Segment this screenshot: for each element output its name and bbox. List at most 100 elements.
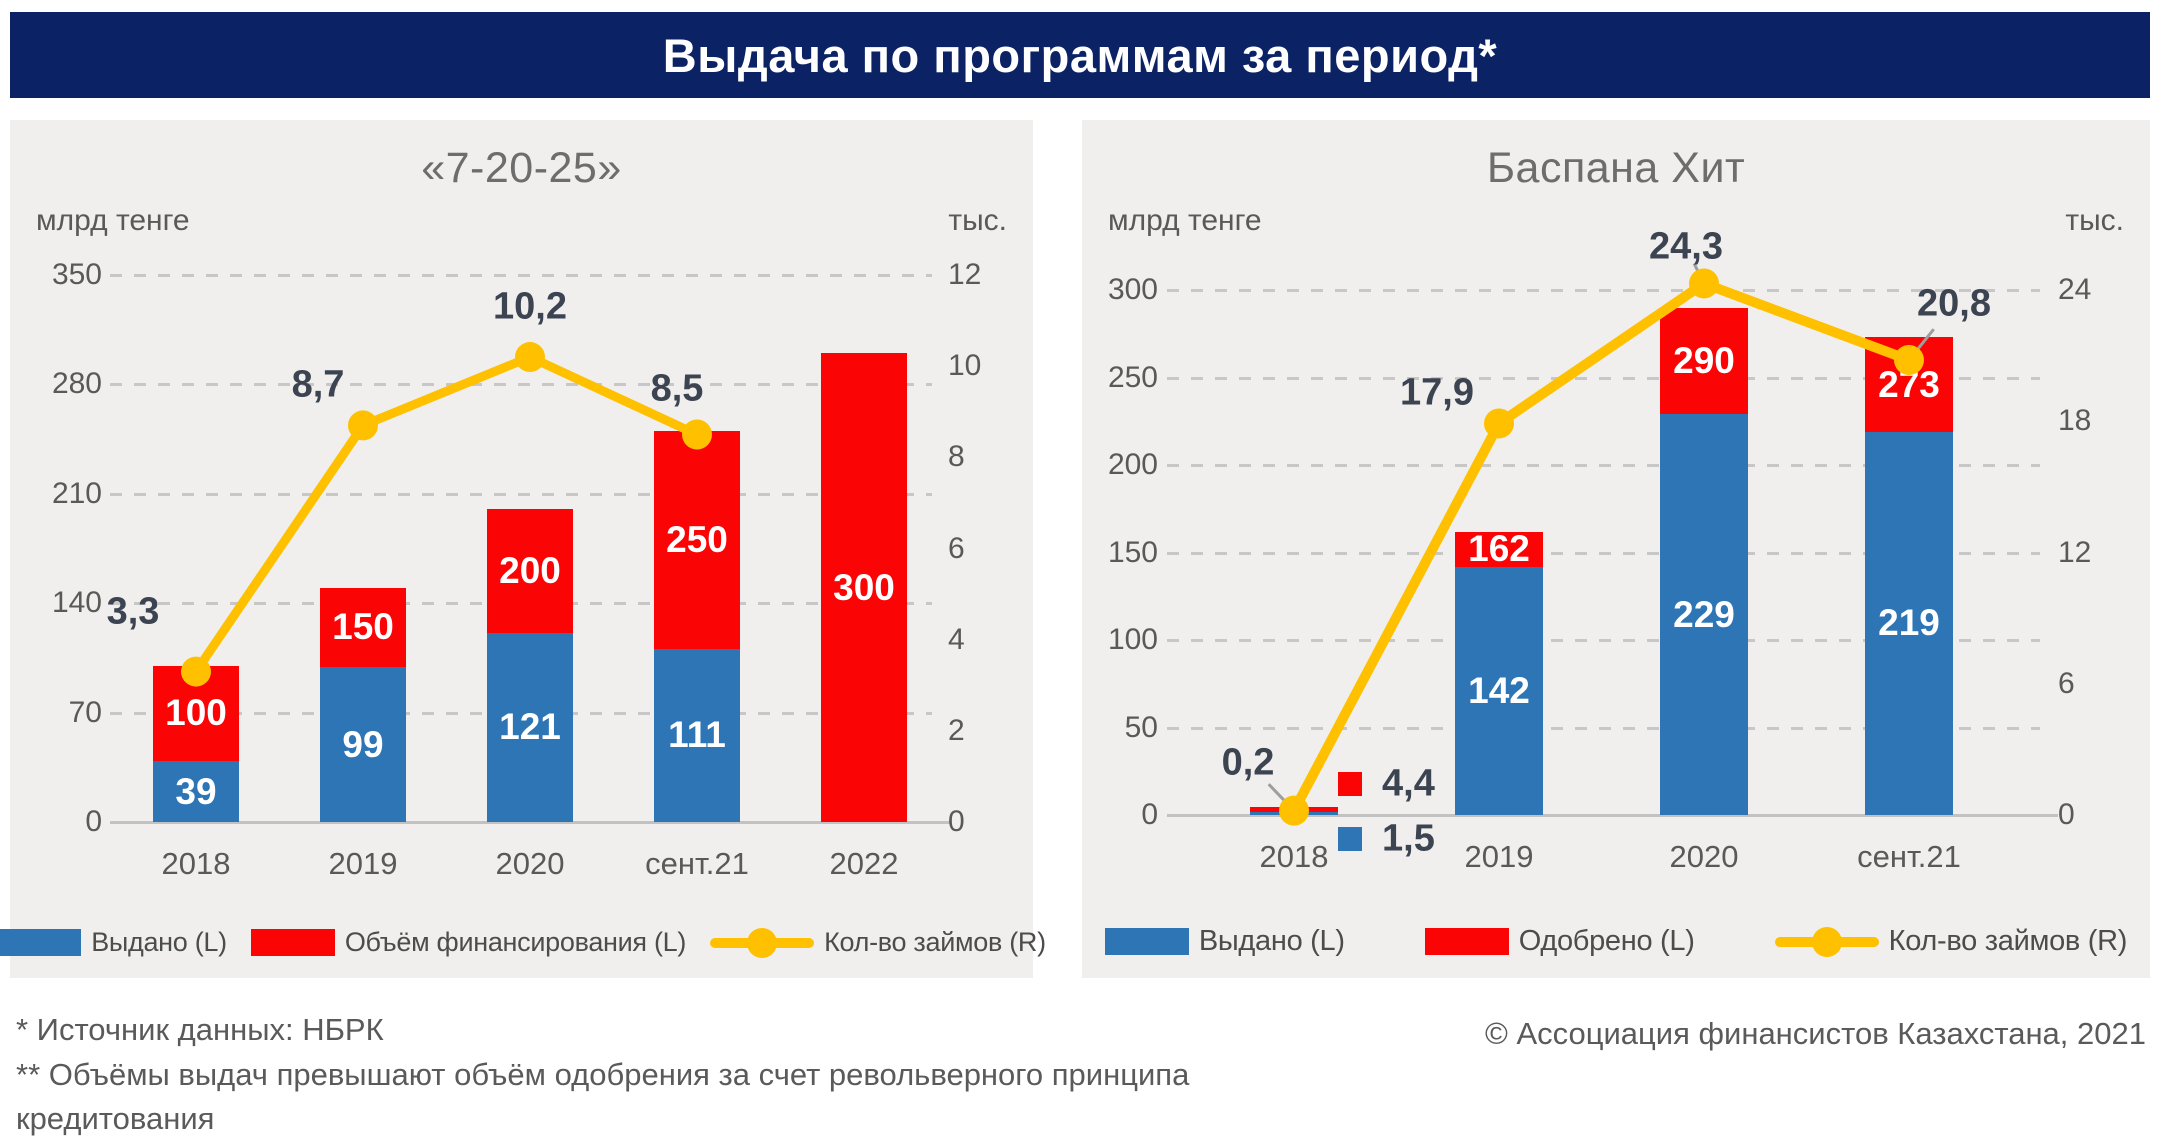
bar-value-label: 290 (1673, 339, 1735, 381)
left-axis-tick-label: 280 (51, 367, 102, 401)
left-axis-tick-label: 0 (85, 805, 102, 838)
right-axis-tick-label: 6 (2058, 666, 2075, 700)
right-axis-tick-label: 4 (948, 622, 965, 656)
bar-value-label: 300 (833, 566, 895, 608)
left-axis-tick-label: 200 (1107, 448, 1158, 481)
category-label: 2020 (1669, 839, 1739, 874)
yellow-line-swatch-icon (710, 927, 815, 958)
label-leader-line (1267, 783, 1292, 808)
category-label: сент.21 (1857, 839, 1961, 874)
title-banner: Выдача по программам за период* (10, 12, 2150, 98)
legend-label: Объём финансирования (L) (344, 927, 687, 957)
bar-value-label: 39 (175, 770, 217, 812)
legend-item-loan-count: Кол-во займов (R) (1774, 925, 2128, 958)
copyright-note: © Ассоциация финансистов Казахстана, 202… (1485, 1016, 2146, 1051)
bar-value-label: 250 (666, 518, 728, 560)
legend-item-issued: Выдано (L) (1104, 925, 1345, 958)
right-axis-tick-label: 10 (948, 349, 982, 383)
category-label: 2022 (829, 846, 899, 881)
chart-panel-7-20-25: «7-20-25» млрд тенге тыс. 350 280 210 140 70… (0, 120, 1046, 978)
bar-value-label: 121 (499, 706, 561, 748)
trend-point (1689, 268, 1719, 299)
left-axis-tick-label: 350 (51, 258, 102, 291)
legend-label: Кол-во займов (R) (824, 927, 1046, 957)
legend-item-approved: Одобрено (L) (1424, 925, 1695, 958)
trend-point (515, 342, 545, 373)
trend-value-label: 8,5 (650, 367, 704, 410)
annotation-value-label: 1,5 (1382, 817, 1435, 860)
right-axis-tick-label: 24 (2058, 273, 2092, 306)
left-axis-tick-label: 100 (1107, 623, 1158, 656)
legend-label: Кол-во займов (R) (1888, 925, 2128, 957)
left-axis-tick-label: 70 (68, 695, 102, 729)
category-label: 2018 (161, 846, 231, 881)
bar-issued (320, 667, 406, 822)
bar-issued (1250, 812, 1338, 815)
bar-issued (153, 761, 239, 822)
x-axis-line (110, 821, 950, 824)
trend-line (1289, 278, 1914, 816)
legend-label: Одобрено (L) (1518, 925, 1695, 957)
legend-label: Выдано (L) (91, 927, 227, 957)
red-bar-swatch-icon (1424, 928, 1509, 955)
legend: Выдано (L) Объём финансирования (L) Кол-… (0, 927, 1046, 958)
chart-title: «7-20-25» (421, 144, 622, 192)
bar-value-label: 100 (165, 692, 227, 734)
category-label: сент.21 (645, 846, 749, 881)
trend-line-layer (1267, 262, 1935, 826)
left-axis-tick-label: 140 (51, 586, 102, 620)
page-title: Выдача по программам за период* (662, 28, 1498, 82)
gridline (110, 274, 932, 277)
right-axis-tick-label: 2 (948, 713, 965, 747)
yellow-line-swatch-icon (1774, 926, 1879, 957)
right-axis-tick-label: 12 (948, 258, 982, 291)
trend-point (348, 410, 378, 441)
bar-value-label: 150 (332, 606, 394, 648)
trend-value-label: 0,2 (1221, 741, 1275, 784)
bar-value-label: 200 (499, 550, 561, 592)
legend: Выдано (L) Одобрено (L) Кол-во займов (R… (1082, 925, 2150, 958)
category-label: 2019 (1464, 839, 1534, 874)
gridline (1167, 289, 2040, 292)
left-axis-tick-label: 50 (1124, 710, 1158, 744)
category-label: 2018 (1259, 839, 1329, 874)
blue-bar-swatch-icon (0, 929, 82, 956)
left-axis-tick-label: 210 (51, 476, 102, 510)
left-axis-tick-label: 0 (1141, 798, 1158, 831)
line-marker-icon (1811, 926, 1842, 957)
trend-value-label: 3,3 (106, 590, 160, 633)
bar-value-label: 142 (1468, 669, 1530, 711)
trend-value-label: 17,9 (1400, 371, 1474, 414)
left-axis-unit: млрд тенге (1108, 204, 1262, 237)
revolving-note-line2: кредитования (16, 1101, 215, 1136)
right-axis-tick-label: 0 (2058, 798, 2075, 831)
red-bar-swatch-icon (250, 929, 335, 956)
category-label: 2020 (495, 846, 565, 881)
gridline (110, 383, 932, 387)
trend-value-label: 20,8 (1917, 282, 1991, 325)
bar-value-label: 111 (668, 714, 726, 756)
legend-item-issued: Выдано (L) (0, 927, 227, 958)
right-axis-tick-label: 6 (948, 531, 965, 565)
trend-line (191, 352, 702, 677)
bar-financing (821, 353, 907, 822)
legend-label: Выдано (L) (1198, 925, 1345, 957)
bar-issued (654, 648, 740, 822)
trend-point (1484, 408, 1514, 439)
right-axis-tick-label: 18 (2058, 404, 2092, 438)
trend-value-label: 8,7 (291, 363, 345, 406)
gridline (110, 492, 932, 496)
bar-value-label: 273 (1878, 363, 1940, 405)
bar-value-label: 219 (1878, 602, 1940, 644)
left-axis-tick-label: 150 (1107, 535, 1158, 569)
left-axis-tick-label: 300 (1107, 273, 1158, 306)
right-axis-tick-label: 0 (948, 805, 965, 838)
left-axis-unit: млрд тенге (36, 204, 190, 237)
blue-bar-swatch-icon (1104, 928, 1189, 955)
right-axis-tick-label: 12 (2058, 535, 2092, 569)
legend-item-financing: Объём финансирования (L) (250, 927, 687, 958)
left-axis-tick-label: 250 (1107, 360, 1158, 394)
chart-panel-baspana-hit: Баспана Хит млрд тенге тыс. 300 250 200 150… (1082, 120, 2150, 978)
right-axis-unit: тыс. (2065, 204, 2124, 237)
legend-item-loan-count: Кол-во займов (R) (710, 927, 1046, 958)
